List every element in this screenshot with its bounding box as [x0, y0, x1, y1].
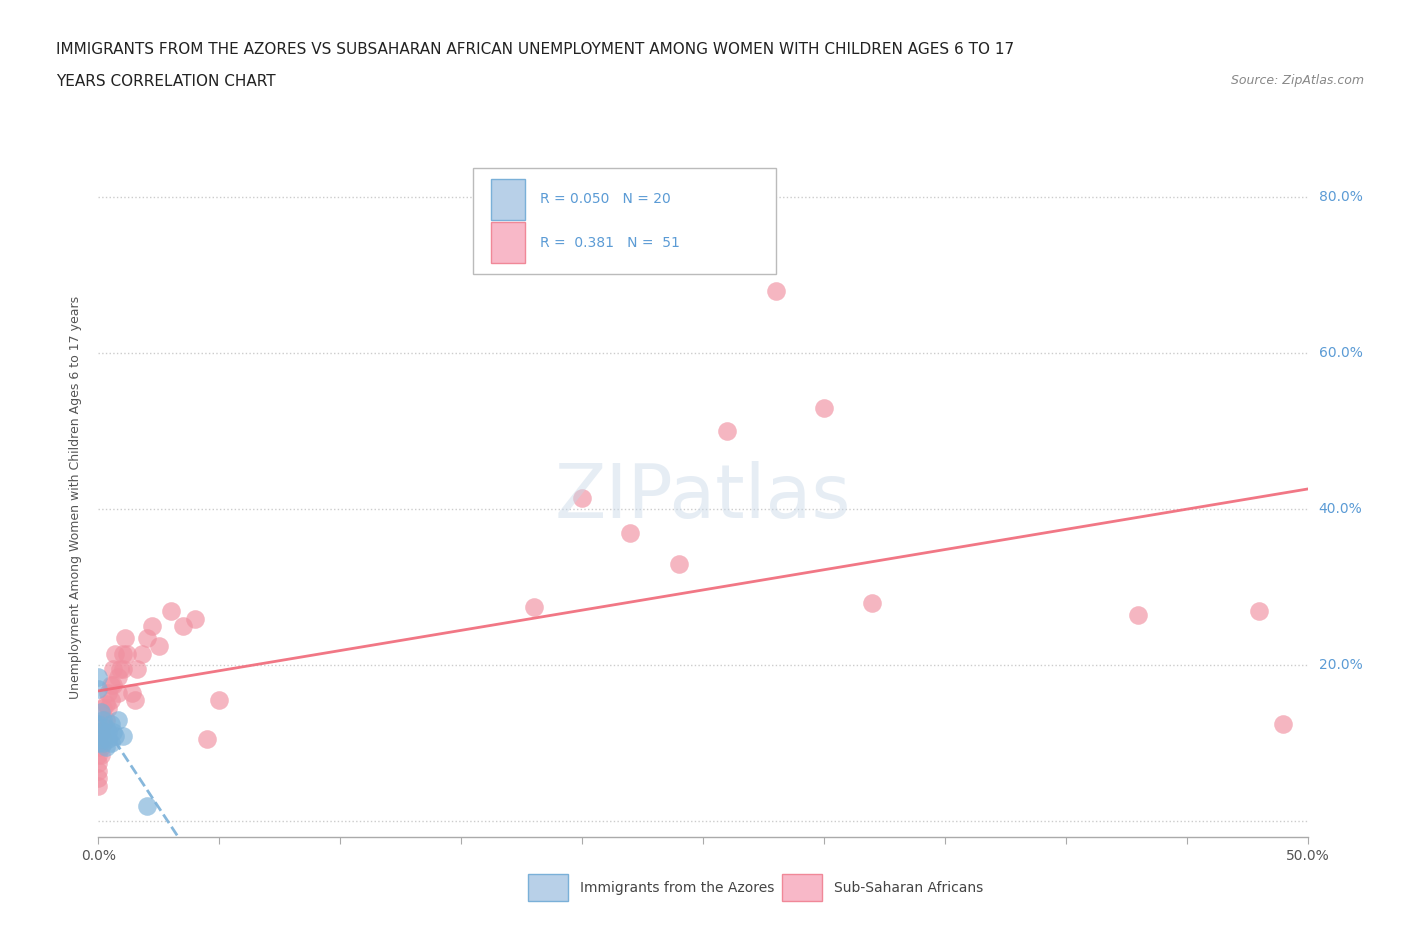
Point — [131, 646, 153, 661]
Text: 60.0%: 60.0% — [1319, 346, 1362, 360]
Point — [716, 424, 738, 439]
Point — [208, 693, 231, 708]
Point — [87, 771, 110, 786]
Text: YEARS CORRELATION CHART: YEARS CORRELATION CHART — [56, 74, 276, 89]
Point — [141, 618, 163, 633]
Point — [813, 401, 835, 416]
Point — [87, 682, 110, 697]
Point — [90, 705, 112, 720]
Point — [111, 728, 134, 743]
Point — [121, 685, 143, 700]
Point — [94, 697, 117, 711]
Point — [91, 716, 114, 731]
Point — [101, 662, 124, 677]
Point — [184, 611, 207, 626]
Point — [160, 604, 183, 618]
Point — [860, 595, 883, 610]
Point — [100, 736, 122, 751]
FancyBboxPatch shape — [527, 874, 568, 901]
Point — [87, 748, 110, 763]
Point — [90, 740, 112, 755]
Point — [668, 556, 690, 571]
Point — [90, 732, 112, 747]
Point — [107, 670, 129, 684]
Text: R = 0.050   N = 20: R = 0.050 N = 20 — [540, 193, 671, 206]
Point — [1128, 607, 1150, 622]
Point — [100, 716, 122, 731]
Point — [87, 740, 110, 755]
Point — [765, 284, 787, 299]
Point — [127, 662, 149, 677]
Point — [571, 490, 593, 505]
Text: ZIPatlas: ZIPatlas — [555, 461, 851, 534]
Point — [97, 724, 120, 739]
Point — [87, 724, 110, 739]
Text: Sub-Saharan Africans: Sub-Saharan Africans — [834, 881, 984, 895]
Point — [107, 712, 129, 727]
Point — [91, 712, 114, 727]
Text: 20.0%: 20.0% — [1319, 658, 1362, 672]
Point — [124, 693, 146, 708]
Point — [87, 736, 110, 751]
FancyBboxPatch shape — [782, 874, 823, 901]
Point — [97, 732, 120, 747]
Point — [87, 716, 110, 731]
Text: 40.0%: 40.0% — [1319, 502, 1362, 516]
Text: Source: ZipAtlas.com: Source: ZipAtlas.com — [1230, 74, 1364, 87]
Point — [94, 740, 117, 755]
Point — [107, 685, 129, 700]
Point — [91, 701, 114, 716]
Point — [87, 764, 110, 778]
Point — [172, 618, 194, 633]
Point — [111, 646, 134, 661]
Point — [108, 662, 131, 677]
Point — [90, 748, 112, 763]
Point — [101, 724, 124, 739]
Point — [87, 670, 110, 684]
Text: IMMIGRANTS FROM THE AZORES VS SUBSAHARAN AFRICAN UNEMPLOYMENT AMONG WOMEN WITH C: IMMIGRANTS FROM THE AZORES VS SUBSAHARAN… — [56, 42, 1014, 57]
Point — [195, 732, 218, 747]
Point — [87, 778, 110, 793]
Point — [111, 662, 134, 677]
Point — [1249, 604, 1271, 618]
Point — [97, 701, 120, 716]
Point — [91, 736, 114, 751]
Point — [94, 712, 117, 727]
Point — [97, 685, 120, 700]
FancyBboxPatch shape — [492, 222, 526, 263]
Point — [100, 677, 122, 692]
Point — [91, 732, 114, 747]
FancyBboxPatch shape — [474, 168, 776, 273]
Point — [100, 693, 122, 708]
Text: 80.0%: 80.0% — [1319, 190, 1362, 204]
Point — [148, 638, 170, 653]
Point — [1272, 716, 1295, 731]
Point — [94, 721, 117, 736]
Point — [117, 646, 139, 661]
Point — [135, 798, 157, 813]
Point — [90, 724, 112, 739]
Point — [619, 525, 641, 540]
Text: R =  0.381   N =  51: R = 0.381 N = 51 — [540, 235, 679, 249]
Point — [101, 677, 124, 692]
Point — [523, 599, 546, 614]
Point — [104, 646, 127, 661]
Y-axis label: Unemployment Among Women with Children Ages 6 to 17 years: Unemployment Among Women with Children A… — [69, 296, 83, 699]
FancyBboxPatch shape — [492, 179, 526, 219]
Point — [114, 631, 136, 645]
Text: Immigrants from the Azores: Immigrants from the Azores — [581, 881, 775, 895]
Point — [87, 755, 110, 770]
Point — [104, 728, 127, 743]
Point — [135, 631, 157, 645]
